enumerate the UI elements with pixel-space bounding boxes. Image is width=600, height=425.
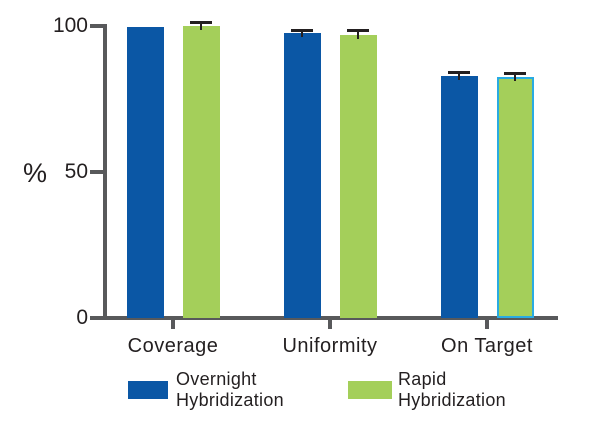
x-category-label: Coverage (127, 335, 219, 357)
error-bar-whisker (357, 29, 359, 39)
x-category-label: On Target (441, 335, 533, 357)
legend-label-overnight-line1: Overnight (176, 369, 257, 389)
legend-label-overnight: Overnight Hybridization (176, 369, 284, 411)
bar (126, 27, 164, 318)
bar (283, 33, 321, 318)
x-tick (171, 320, 175, 329)
error-bar-whisker (458, 70, 460, 80)
bar (339, 34, 377, 318)
y-tick-label: 100 (52, 14, 88, 37)
error-bar-whisker (514, 72, 516, 82)
y-axis-line (103, 24, 107, 320)
bar (496, 77, 534, 318)
y-tick (90, 316, 103, 320)
error-bar-whisker (301, 28, 303, 38)
y-axis-label: % (22, 158, 47, 188)
error-bar-cap (448, 70, 470, 74)
error-bar-cap (504, 72, 526, 76)
error-bar-cap (347, 29, 369, 33)
x-category-label: Uniformity (282, 335, 378, 357)
error-bar-cap (291, 28, 313, 32)
bar (440, 75, 478, 318)
y-tick-label: 50 (64, 160, 88, 183)
legend-label-rapid: Rapid Hybridization (398, 369, 506, 411)
y-tick-label: 0 (76, 306, 88, 329)
legend-label-rapid-line1: Rapid (398, 369, 447, 389)
x-axis-line (103, 316, 558, 320)
legend-swatch-rapid (348, 381, 392, 399)
legend-swatch-overnight (128, 381, 168, 399)
y-tick (90, 170, 103, 174)
error-bar-whisker (200, 20, 202, 30)
x-tick (485, 320, 489, 329)
bar (182, 26, 220, 318)
legend-label-rapid-line2: Hybridization (398, 390, 506, 410)
y-tick (90, 24, 103, 28)
legend-label-overnight-line2: Hybridization (176, 390, 284, 410)
error-bar-cap (190, 20, 212, 24)
x-tick (328, 320, 332, 329)
